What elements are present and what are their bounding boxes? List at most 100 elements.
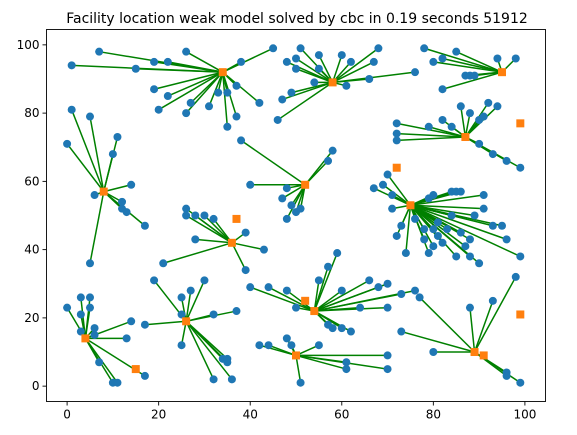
customer-point	[342, 365, 351, 374]
assignment-line	[428, 126, 466, 138]
customer-point	[420, 44, 429, 53]
customer-point	[438, 238, 447, 247]
customer-point	[475, 259, 484, 268]
assignment-line	[386, 174, 412, 206]
facility-marker	[470, 348, 479, 357]
facility-marker	[479, 351, 488, 360]
customer-point	[420, 225, 429, 234]
customer-point	[232, 307, 241, 316]
customer-point	[484, 98, 493, 107]
assignment-line	[332, 71, 416, 84]
customer-point	[438, 115, 447, 124]
customer-point	[342, 358, 351, 367]
assignment-line	[295, 354, 388, 370]
customer-point	[232, 112, 241, 121]
customer-point	[246, 283, 255, 292]
customer-point	[429, 242, 438, 251]
customer-point	[255, 98, 264, 107]
customer-point	[470, 211, 479, 220]
customer-point	[90, 191, 99, 200]
y-tick-label: 20	[24, 311, 39, 325]
customer-point	[324, 156, 333, 165]
customer-point	[85, 303, 94, 312]
customer-point	[127, 180, 136, 189]
customer-point	[205, 102, 214, 111]
customer-point	[76, 293, 85, 302]
customer-point	[209, 214, 218, 223]
customer-point	[383, 170, 392, 179]
customer-point	[479, 191, 488, 200]
assignment-line	[473, 300, 494, 353]
customer-point	[127, 317, 136, 326]
customer-point	[488, 221, 497, 230]
customer-point	[337, 286, 346, 295]
assignment-line	[405, 205, 412, 254]
y-tick-label: 100	[17, 38, 40, 52]
customer-point	[374, 44, 383, 53]
assignment-line	[410, 194, 484, 207]
customer-point	[475, 139, 484, 148]
assignment-line	[222, 71, 260, 104]
assignment-line	[295, 68, 333, 84]
assignment-line	[222, 47, 274, 73]
assignment-line	[396, 136, 466, 142]
facility-marker	[406, 201, 415, 210]
customer-point	[177, 310, 186, 319]
assignment-line	[185, 280, 206, 322]
customer-point	[223, 88, 232, 97]
assignment-line	[194, 214, 233, 244]
assignment-line	[295, 355, 302, 383]
customer-point	[296, 44, 305, 53]
x-tick-label: 60	[334, 408, 349, 422]
customer-point	[182, 204, 191, 213]
customer-point	[392, 136, 401, 145]
assignment-line	[167, 71, 224, 97]
customer-point	[154, 105, 163, 114]
assignment-line	[89, 116, 105, 192]
facility-marker	[516, 310, 525, 319]
assignment-line	[442, 57, 503, 73]
customer-point	[443, 225, 452, 234]
assignment-line	[203, 214, 233, 244]
customer-point	[456, 228, 465, 237]
customer-point	[429, 348, 438, 357]
assignment-line	[268, 286, 315, 312]
customer-point	[511, 54, 520, 63]
assignment-line	[153, 71, 223, 90]
assignment-line	[163, 242, 233, 264]
customer-point	[314, 51, 323, 60]
customer-point	[342, 81, 351, 90]
customer-point	[447, 122, 456, 131]
assignment-line	[84, 307, 91, 339]
assignment-line	[410, 204, 503, 227]
customer-point	[241, 228, 250, 237]
customer-point	[461, 242, 470, 251]
customer-point	[397, 327, 406, 336]
facility-marker	[81, 334, 90, 343]
assignment-line	[268, 344, 297, 357]
customer-point	[498, 221, 507, 230]
customer-point	[223, 122, 232, 131]
assignment-line	[158, 71, 224, 111]
customer-point	[159, 259, 168, 268]
customer-point	[287, 201, 296, 210]
customer-point	[383, 303, 392, 312]
assignment-line	[313, 280, 320, 312]
assignment-line	[89, 191, 105, 264]
customer-point	[237, 136, 246, 145]
customer-point	[287, 341, 296, 350]
customer-point	[122, 208, 131, 217]
assignment-line	[66, 143, 105, 193]
customer-point	[209, 310, 218, 319]
customer-point	[186, 286, 195, 295]
customer-point	[273, 115, 282, 124]
customer-point	[150, 57, 159, 66]
customer-point	[200, 276, 209, 285]
customer-point	[118, 197, 127, 206]
customer-point	[479, 204, 488, 213]
x-tick-label: 40	[243, 408, 258, 422]
assignment-line	[409, 204, 430, 254]
customer-point	[292, 54, 300, 63]
customer-point	[493, 54, 502, 63]
customer-point	[182, 47, 191, 56]
